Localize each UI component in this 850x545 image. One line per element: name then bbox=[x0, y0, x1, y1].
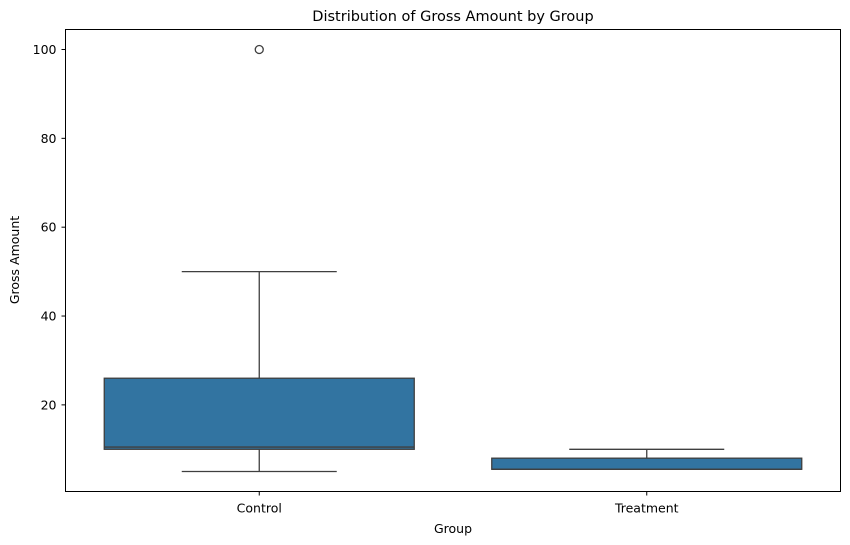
y-axis: 20 40 60 80 100 bbox=[33, 42, 66, 412]
iqr-box bbox=[103, 377, 415, 450]
x-tick-label: Treatment bbox=[614, 501, 679, 516]
y-tick-label: 60 bbox=[41, 220, 57, 235]
y-tick-label: 80 bbox=[41, 131, 57, 146]
y-axis-label: Gross Amount bbox=[7, 216, 22, 304]
x-axis-label: Group bbox=[434, 521, 472, 536]
box-treatment bbox=[491, 448, 803, 470]
plot-frame bbox=[65, 29, 841, 492]
x-tick-label: Control bbox=[237, 501, 282, 516]
boxes-layer bbox=[103, 44, 803, 473]
y-tick-label: 40 bbox=[41, 309, 57, 324]
y-tick-label: 20 bbox=[41, 397, 57, 412]
chart-title: Distribution of Gross Amount by Group bbox=[312, 9, 593, 25]
y-tick-label: 100 bbox=[33, 42, 57, 57]
box-control bbox=[103, 44, 415, 473]
outlier-point bbox=[254, 44, 264, 55]
iqr-box bbox=[491, 457, 803, 470]
x-axis: Control Treatment bbox=[237, 491, 679, 516]
